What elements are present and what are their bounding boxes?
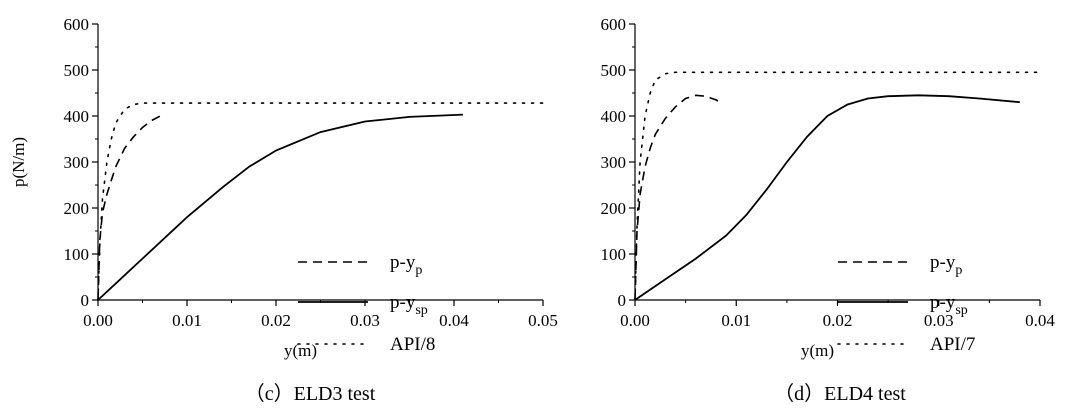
legend-label-main: p-y (930, 252, 956, 273)
y-tick-label: 100 (601, 245, 627, 264)
legend-label: p-yp (390, 252, 422, 278)
legend-label: p-yp (930, 252, 962, 278)
x-axis-title: y(m) (284, 341, 317, 360)
x-tick-label: 0.02 (261, 311, 291, 330)
y-tick-label: 200 (601, 199, 627, 218)
y-tick-label: 300 (601, 153, 627, 172)
series-line-solid (97, 113, 463, 301)
y-tick-label: 600 (64, 15, 90, 34)
chart-caption: （d）ELD4 test (774, 382, 906, 405)
x-tick-label: 0.00 (620, 311, 650, 330)
legend-label-subscript: p (955, 263, 962, 278)
legend-label-main: API/8 (390, 334, 435, 355)
y-axis-title: p(N/m) (9, 137, 28, 187)
y-tick-label: 200 (64, 199, 90, 218)
y-tick-label: 500 (64, 61, 90, 80)
series-line-dotted (634, 71, 1041, 301)
legend-label: p-ysp (390, 292, 428, 318)
y-tick-label: 0 (81, 291, 90, 310)
series-line-dashed (634, 94, 722, 301)
y-tick-label: 400 (64, 107, 90, 126)
x-tick-label: 0.04 (1025, 311, 1055, 330)
legend-label: API/8 (390, 334, 435, 355)
y-tick-label: 600 (601, 15, 627, 34)
legend-label-subscript: sp (415, 303, 427, 318)
y-tick-label: 0 (618, 291, 627, 310)
x-tick-label: 0.01 (721, 311, 751, 330)
y-tick-label: 100 (64, 245, 90, 264)
legend-label-main: p-y (390, 252, 416, 273)
chart-eld4: 0 100 200 300 400 500 600 0.00 0.01 0.02 0.03 0.04 y… (601, 15, 1056, 405)
series-line-dashed (97, 115, 161, 301)
x-tick-label: 0.02 (823, 311, 853, 330)
x-tick-label: 0.01 (172, 311, 202, 330)
x-axis-title: y(m) (801, 341, 834, 360)
legend-label: API/7 (930, 334, 975, 355)
series-line-dotted (97, 102, 544, 301)
series-line-solid (634, 94, 1020, 301)
legend-label-main: API/7 (930, 334, 975, 355)
y-tick-label: 500 (601, 61, 627, 80)
x-tick-label: 0.03 (924, 311, 954, 330)
legend-label: p-ysp (930, 292, 968, 318)
y-tick-label: 300 (64, 153, 90, 172)
legend-label-main: p-y (390, 292, 416, 313)
x-tick-label: 0.04 (439, 311, 469, 330)
y-tick-label: 400 (601, 107, 627, 126)
chart-caption: （c）ELD3 test (245, 382, 376, 405)
legend-label-subscript: sp (955, 303, 967, 318)
x-tick-label: 0.03 (350, 311, 380, 330)
x-tick-label: 0.05 (528, 311, 558, 330)
legend-label-subscript: p (415, 263, 422, 278)
legend-label-main: p-y (930, 292, 956, 313)
chart-eld3: 0 100 200 300 400 500 600 0.00 0.01 0.02 0.03 0.04 0… (9, 15, 558, 405)
x-tick-label: 0.00 (83, 311, 113, 330)
